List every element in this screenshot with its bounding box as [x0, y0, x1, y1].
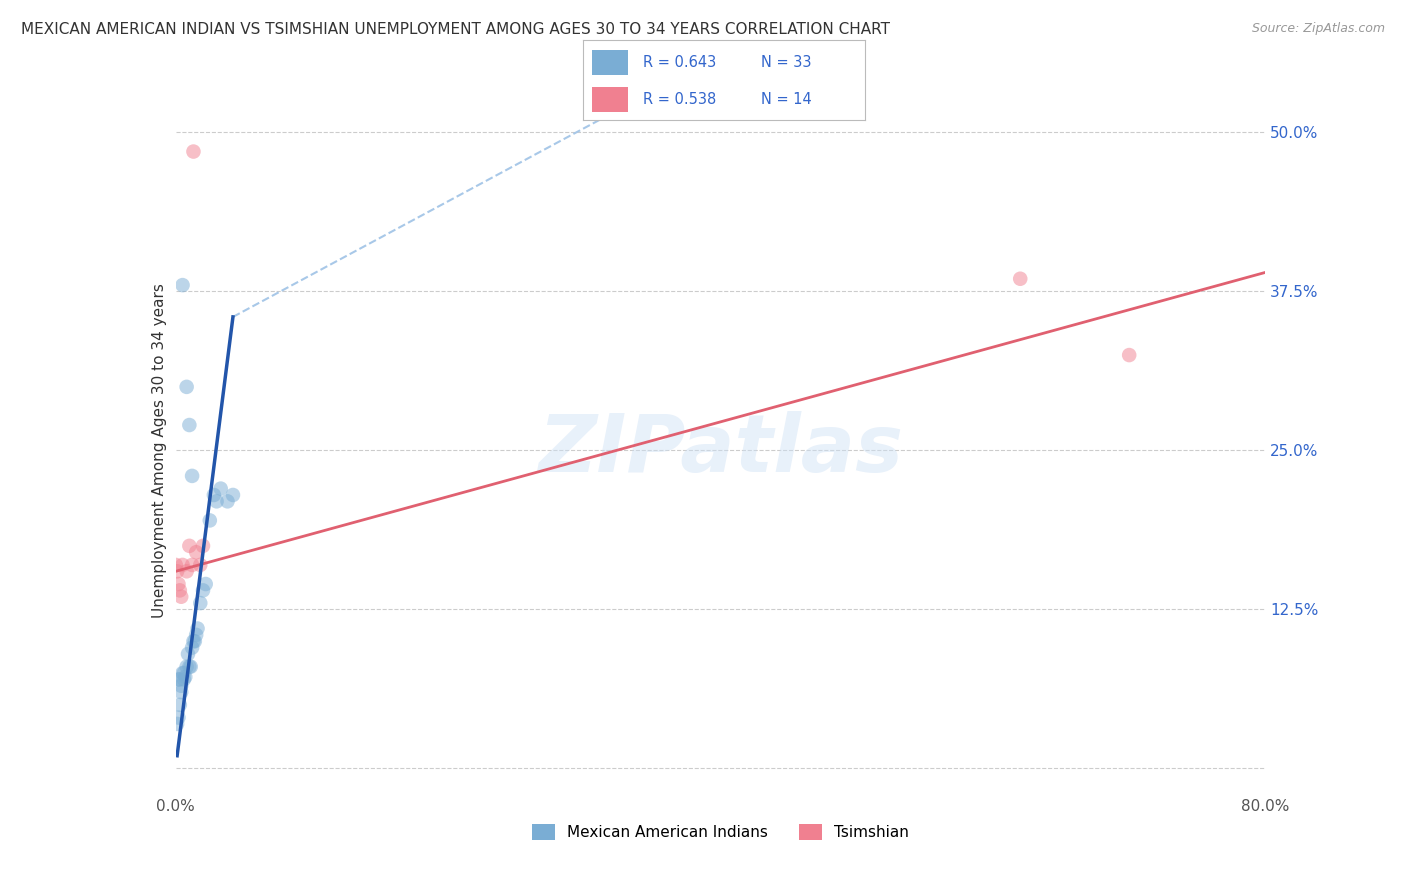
Text: Source: ZipAtlas.com: Source: ZipAtlas.com	[1251, 22, 1385, 36]
Point	[191, 583, 214, 598]
Point	[174, 670, 197, 684]
Point	[179, 659, 201, 673]
Point	[194, 577, 217, 591]
Point	[222, 488, 245, 502]
Point	[1010, 271, 1032, 285]
Point	[186, 545, 208, 559]
Point	[179, 539, 201, 553]
Point	[173, 666, 195, 681]
Point	[166, 717, 188, 731]
Point	[173, 673, 195, 687]
FancyBboxPatch shape	[592, 50, 628, 76]
Legend: Mexican American Indians, Tsimshian: Mexican American Indians, Tsimshian	[524, 817, 917, 848]
Point	[165, 558, 187, 572]
FancyBboxPatch shape	[592, 87, 628, 112]
Text: ZIPatlas: ZIPatlas	[538, 411, 903, 490]
Point	[169, 698, 191, 712]
Point	[172, 278, 194, 293]
Point	[183, 634, 205, 648]
Point	[166, 564, 188, 578]
Point	[188, 558, 211, 572]
Text: R = 0.643: R = 0.643	[643, 55, 716, 70]
Point	[167, 710, 190, 724]
Point	[217, 494, 239, 508]
Point	[181, 558, 204, 572]
Point	[198, 513, 221, 527]
Point	[202, 488, 225, 502]
Point	[170, 685, 193, 699]
Point	[169, 673, 191, 687]
Point	[209, 482, 232, 496]
Point	[181, 640, 204, 655]
Point	[188, 596, 211, 610]
Point	[170, 679, 193, 693]
Text: N = 33: N = 33	[761, 55, 811, 70]
Point	[180, 659, 202, 673]
Point	[186, 622, 209, 636]
Point	[170, 590, 193, 604]
Text: R = 0.538: R = 0.538	[643, 92, 716, 107]
Point	[167, 673, 190, 687]
Point	[184, 634, 207, 648]
Point	[183, 145, 205, 159]
Point	[186, 628, 208, 642]
Point	[205, 494, 228, 508]
Text: N = 14: N = 14	[761, 92, 811, 107]
Point	[176, 659, 198, 673]
Point	[176, 380, 198, 394]
Point	[172, 558, 194, 572]
Point	[1118, 348, 1140, 362]
Point	[179, 417, 201, 432]
Text: MEXICAN AMERICAN INDIAN VS TSIMSHIAN UNEMPLOYMENT AMONG AGES 30 TO 34 YEARS CORR: MEXICAN AMERICAN INDIAN VS TSIMSHIAN UNE…	[21, 22, 890, 37]
Point	[172, 666, 194, 681]
Point	[167, 577, 190, 591]
Point	[176, 564, 198, 578]
Point	[177, 647, 200, 661]
Point	[181, 469, 204, 483]
Point	[191, 539, 214, 553]
Point	[169, 583, 191, 598]
Y-axis label: Unemployment Among Ages 30 to 34 years: Unemployment Among Ages 30 to 34 years	[152, 283, 167, 618]
